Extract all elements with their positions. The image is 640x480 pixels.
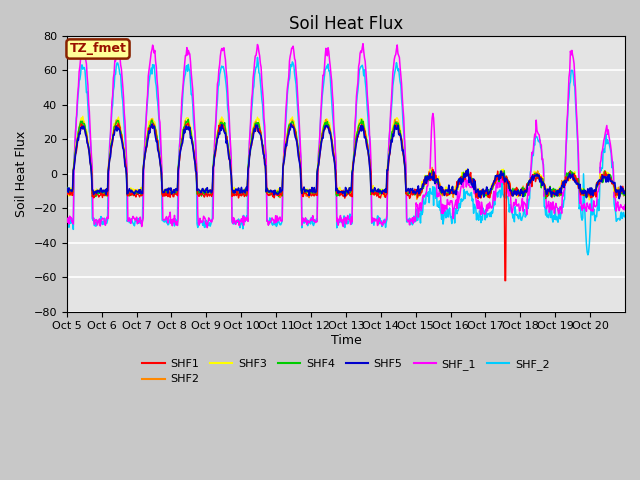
Text: TZ_fmet: TZ_fmet xyxy=(70,43,127,56)
Legend: SHF1, SHF2, SHF3, SHF4, SHF5, SHF_1, SHF_2: SHF1, SHF2, SHF3, SHF4, SHF5, SHF_1, SHF… xyxy=(138,354,554,389)
Title: Soil Heat Flux: Soil Heat Flux xyxy=(289,15,403,33)
X-axis label: Time: Time xyxy=(330,334,361,347)
Y-axis label: Soil Heat Flux: Soil Heat Flux xyxy=(15,131,28,217)
